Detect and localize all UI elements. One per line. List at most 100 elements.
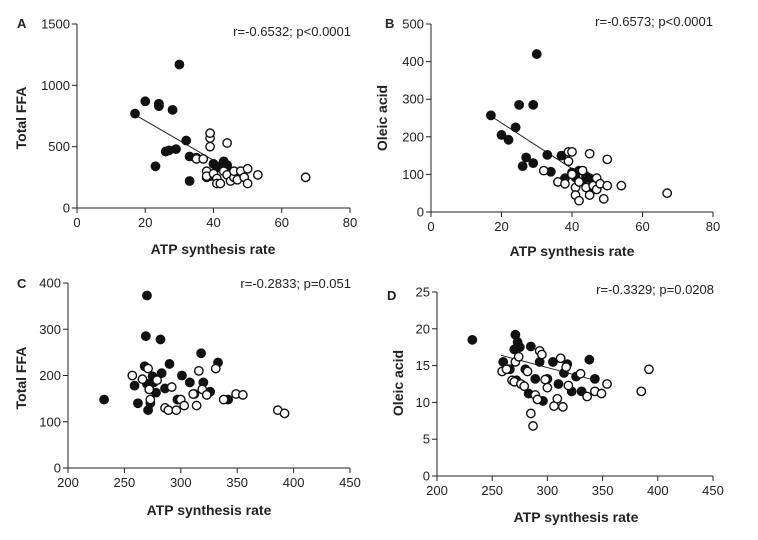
y-axis-title: Total FFA bbox=[13, 87, 29, 150]
data-point-open bbox=[205, 141, 215, 152]
data-point-open bbox=[145, 394, 156, 405]
y-tick-label: 400 bbox=[402, 54, 424, 69]
data-point-filled bbox=[531, 49, 542, 59]
data-point-open bbox=[536, 349, 547, 360]
data-point-open bbox=[513, 351, 524, 362]
x-tick-label: 400 bbox=[647, 483, 669, 498]
data-point-open bbox=[528, 421, 538, 431]
x-tick-label: 0 bbox=[427, 219, 434, 234]
data-point-open bbox=[602, 379, 612, 389]
data-point-filled bbox=[528, 99, 539, 110]
y-tick-label: 0 bbox=[54, 461, 61, 476]
y-tick-label: 0 bbox=[423, 469, 430, 484]
data-point-filled bbox=[184, 377, 195, 388]
data-point-filled bbox=[521, 152, 532, 163]
data-point-filled bbox=[542, 149, 553, 160]
y-tick-label: 100 bbox=[402, 167, 424, 182]
x-tick-label: 350 bbox=[592, 483, 614, 498]
y-tick-label: 1000 bbox=[41, 78, 70, 93]
correlation-stat: r=-0.3329; p=0.0208 bbox=[596, 282, 714, 297]
data-point-filled bbox=[589, 373, 600, 384]
data-point-filled bbox=[164, 359, 175, 369]
data-point-filled bbox=[528, 158, 539, 169]
x-tick-label: 450 bbox=[339, 475, 361, 490]
data-point-open bbox=[242, 178, 253, 189]
x-tick-label: 60 bbox=[275, 215, 289, 230]
y-tick-label: 500 bbox=[402, 17, 424, 32]
x-tick-label: 0 bbox=[73, 215, 80, 230]
data-point-open bbox=[555, 353, 566, 364]
y-tick-label: 25 bbox=[416, 285, 430, 300]
data-point-open bbox=[179, 400, 190, 411]
data-point-open bbox=[584, 190, 595, 200]
y-tick-label: 100 bbox=[39, 414, 61, 429]
data-point-open bbox=[662, 188, 673, 199]
y-tick-label: 0 bbox=[417, 205, 424, 220]
data-point-open bbox=[525, 408, 536, 419]
data-point-filled bbox=[177, 370, 187, 381]
data-point-filled bbox=[525, 341, 536, 352]
data-point-filled bbox=[140, 331, 151, 342]
y-tick-label: 20 bbox=[416, 321, 430, 336]
data-point-filled bbox=[467, 334, 478, 345]
data-point-filled bbox=[174, 59, 185, 70]
x-tick-label: 20 bbox=[138, 215, 152, 230]
data-point-open bbox=[242, 163, 253, 174]
data-point-open bbox=[596, 388, 607, 399]
data-point-open bbox=[501, 364, 512, 375]
data-point-filled bbox=[184, 176, 195, 186]
y-tick-label: 500 bbox=[48, 139, 70, 154]
x-tick-label: 400 bbox=[283, 475, 305, 490]
data-point-open bbox=[171, 405, 182, 416]
data-point-filled bbox=[133, 398, 143, 409]
data-point-open bbox=[602, 180, 613, 191]
data-point-filled bbox=[503, 134, 514, 145]
data-point-open bbox=[252, 169, 263, 180]
y-tick-label: 0 bbox=[63, 201, 70, 216]
y-tick-label: 400 bbox=[39, 276, 61, 291]
y-axis-title: Oleic acid bbox=[374, 85, 390, 151]
data-point-open bbox=[191, 400, 202, 411]
y-tick-label: 300 bbox=[402, 92, 424, 107]
data-point-open bbox=[522, 366, 533, 377]
data-point-open bbox=[237, 390, 248, 400]
data-point-open bbox=[300, 172, 311, 183]
data-point-filled bbox=[150, 161, 161, 172]
data-point-open bbox=[552, 393, 563, 404]
data-point-filled bbox=[155, 334, 166, 345]
x-axis-title: ATP synthesis rate bbox=[514, 509, 639, 525]
data-point-filled bbox=[514, 99, 525, 110]
data-point-filled bbox=[181, 135, 192, 146]
data-point-open bbox=[560, 178, 570, 189]
data-point-open bbox=[152, 375, 163, 386]
data-point-open bbox=[218, 394, 229, 405]
x-tick-label: 300 bbox=[537, 483, 559, 498]
panel-a: Ar=-0.6532; p<0.0001 0 500 1000 1500 0 20 40 60 8… bbox=[13, 16, 357, 257]
data-point-filled bbox=[153, 98, 164, 109]
data-point-open bbox=[205, 128, 215, 139]
data-point-open bbox=[143, 363, 153, 374]
data-point-filled bbox=[510, 122, 521, 133]
correlation-stat: r=-0.6532; p<0.0001 bbox=[233, 24, 351, 39]
data-point-filled bbox=[156, 368, 167, 379]
x-tick-label: 80 bbox=[343, 215, 357, 230]
data-point-open bbox=[636, 386, 647, 397]
correlation-stat: r=-0.2833; p=0.051 bbox=[240, 276, 351, 291]
panel-letter: C bbox=[17, 276, 27, 291]
x-tick-label: 60 bbox=[635, 219, 649, 234]
data-point-open bbox=[163, 405, 174, 416]
data-point-open bbox=[567, 146, 577, 157]
data-point-open bbox=[137, 374, 148, 385]
data-point-filled bbox=[553, 379, 564, 389]
x-tick-label: 250 bbox=[114, 475, 136, 490]
data-point-open bbox=[144, 384, 155, 395]
data-point-open bbox=[598, 193, 609, 204]
y-axis-title: Total FFA bbox=[13, 347, 29, 410]
correlation-stat: r=-0.6573; p<0.0001 bbox=[595, 14, 713, 29]
data-point-open bbox=[198, 154, 209, 164]
y-tick-label: 200 bbox=[402, 129, 424, 144]
